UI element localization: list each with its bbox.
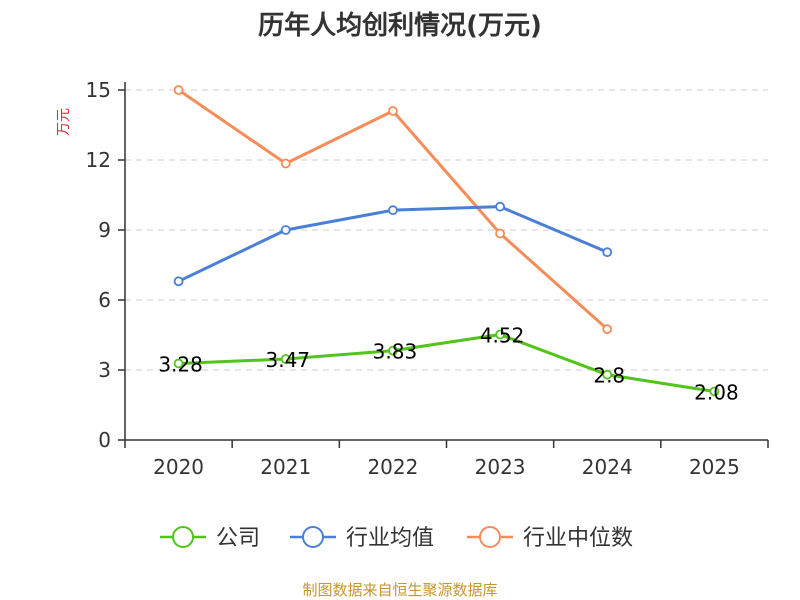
data-point[interactable] (602, 247, 613, 258)
legend-marker (172, 526, 194, 548)
data-point[interactable] (280, 158, 291, 169)
legend[interactable]: 公司 行业均值 行业中位数 (160, 526, 633, 551)
data-label: 3.83 (373, 340, 418, 364)
chart-title: 历年人均创利情况(万元) (258, 10, 542, 41)
axes: 0 3 6 9 12 15 2020 2021 2022 2023 2024 2025 (86, 78, 769, 479)
x-tick-label: 2023 (475, 455, 526, 479)
y-axis-unit: 万元 (56, 108, 72, 136)
data-label: 3.28 (158, 352, 203, 376)
data-point[interactable] (495, 329, 505, 340)
data-point[interactable] (602, 324, 613, 335)
legend-marker (302, 526, 324, 548)
y-tick-label: 0 (98, 428, 111, 452)
y-tick-label: 15 (86, 78, 111, 102)
data-point[interactable] (602, 369, 613, 380)
series-1 (173, 201, 613, 287)
grid (125, 89, 768, 371)
data-point[interactable] (388, 345, 398, 356)
data-label: 4.52 (480, 324, 525, 348)
data-label: 2.08 (694, 380, 739, 404)
legend-item[interactable]: 行业均值 (290, 526, 434, 551)
data-label: 2.8 (593, 364, 625, 388)
series (173, 85, 720, 397)
data-point[interactable] (495, 201, 505, 212)
y-tick-label: 9 (98, 218, 111, 242)
source-note: 制图数据来自恒生聚源数据库 (302, 581, 497, 599)
legend-label: 公司 (216, 526, 260, 551)
x-tick-label: 2021 (260, 455, 311, 479)
y-tick-label: 12 (86, 148, 111, 172)
data-labels: 3.28 3.47 3.83 4.52 2.8 2.08 (158, 324, 738, 405)
data-point[interactable] (173, 358, 184, 369)
data-point[interactable] (388, 106, 398, 116)
data-point[interactable] (709, 386, 720, 397)
x-tick-label: 2020 (153, 455, 204, 479)
data-point[interactable] (173, 85, 184, 95)
legend-item[interactable]: 行业中位数 (467, 526, 633, 551)
x-tick-label: 2025 (689, 455, 740, 479)
legend-label: 行业中位数 (523, 526, 633, 551)
legend-marker (479, 526, 501, 548)
data-label: 3.47 (265, 348, 310, 372)
legend-label: 行业均值 (346, 526, 434, 551)
y-tick-label: 6 (98, 288, 111, 312)
series-0 (173, 329, 720, 397)
data-point[interactable] (173, 276, 184, 287)
x-tick-label: 2022 (367, 455, 418, 479)
legend-item[interactable]: 公司 (160, 526, 260, 551)
data-point[interactable] (495, 228, 505, 239)
data-point[interactable] (388, 205, 398, 216)
data-point[interactable] (280, 225, 291, 235)
data-point[interactable] (280, 354, 291, 364)
y-tick-label: 3 (98, 358, 111, 382)
series-2 (173, 85, 613, 335)
x-tick-label: 2024 (582, 455, 633, 479)
series-line (178, 333, 715, 393)
